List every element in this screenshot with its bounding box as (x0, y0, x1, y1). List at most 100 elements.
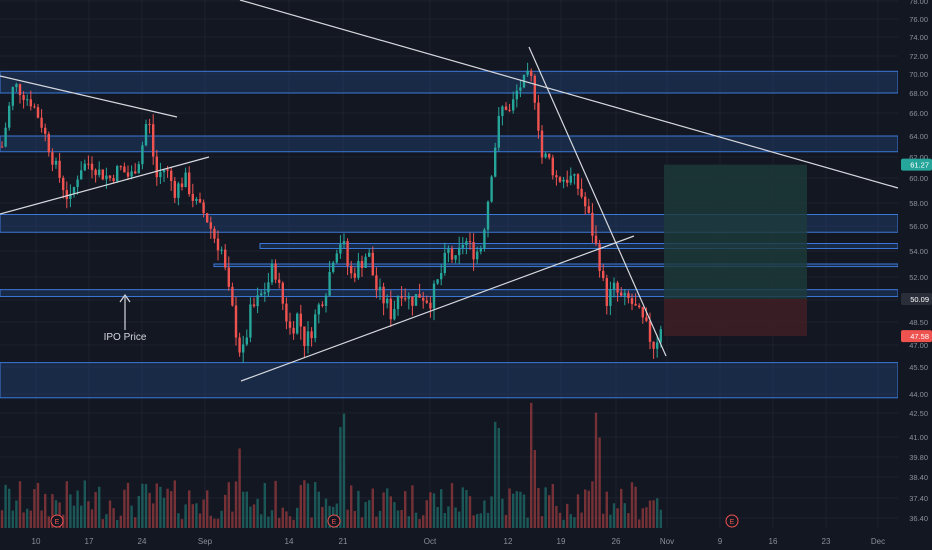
volume-bar (101, 519, 104, 528)
candle-body (72, 187, 76, 195)
volume-bar (65, 481, 68, 528)
candle-body (29, 99, 32, 107)
earnings-marker-label: E (730, 519, 735, 526)
candle-body (468, 241, 472, 243)
candle-body (202, 202, 205, 214)
volume-bar (44, 493, 47, 528)
candle-body (335, 253, 338, 263)
volume-bar (364, 501, 367, 528)
long-position-box[interactable] (664, 164, 807, 337)
candle-body (612, 282, 616, 290)
volume-bar (616, 508, 619, 528)
price-axis[interactable] (898, 0, 932, 528)
candle-body (15, 84, 18, 88)
candle-body (519, 87, 522, 91)
x-tick-label: 14 (285, 537, 294, 546)
candle-body (375, 275, 378, 291)
candle-body (173, 180, 176, 198)
candle-body (472, 242, 475, 260)
candle-body (126, 172, 130, 177)
volume-bar (209, 515, 212, 528)
x-tick-label: 17 (85, 537, 94, 546)
candle-body (278, 279, 281, 283)
candle-body (440, 273, 443, 280)
y-tick-label: 42.50 (909, 409, 928, 418)
candle-body (483, 229, 486, 249)
volume-bar (447, 506, 450, 528)
candle-body (382, 286, 385, 304)
volume-bar (375, 516, 378, 528)
volume-bar (8, 488, 11, 528)
trendlines[interactable] (0, 0, 899, 382)
volume-bar (191, 504, 194, 528)
volume-bar (396, 510, 400, 528)
volume-bar (400, 510, 403, 528)
x-tick-label: 19 (557, 537, 566, 546)
volume-bar (407, 516, 410, 528)
candle-body (108, 175, 112, 179)
volume-bar (497, 427, 500, 528)
candle-body (454, 255, 457, 260)
volume-bar (83, 480, 86, 528)
volume-bar (292, 519, 295, 528)
volume-bar (411, 485, 414, 528)
y-tick-label: 38.40 (909, 473, 928, 482)
candle-body (11, 87, 14, 106)
volume-bar (281, 507, 284, 528)
candle-body (350, 265, 353, 274)
candle-body (479, 248, 482, 252)
earnings-marker-label: E (332, 519, 337, 526)
candle-body (116, 166, 119, 182)
volume-bar (558, 512, 562, 528)
volume-bar (648, 500, 652, 528)
volume-bar (609, 514, 612, 528)
volume-bar (378, 510, 382, 528)
volume-bar (310, 517, 313, 528)
x-tick-label: Sep (198, 537, 213, 546)
candle-body (638, 305, 641, 308)
candle-body (515, 90, 518, 100)
x-tick-label: 12 (504, 537, 513, 546)
candle-body (292, 327, 295, 334)
candle-body (306, 331, 310, 346)
time-axis[interactable] (0, 528, 898, 550)
volume-bar (288, 516, 292, 528)
candle-body (87, 163, 90, 165)
volume-bar (486, 512, 490, 528)
candle-body (512, 99, 515, 111)
volume-bar (465, 489, 468, 528)
volume-bar (148, 492, 151, 528)
price-tag-box (901, 330, 932, 343)
candle-body (346, 241, 349, 266)
candle-body (76, 179, 79, 188)
y-tick-label: 52.00 (909, 273, 928, 282)
y-tick-label: 68.00 (909, 89, 928, 98)
volume-bar (526, 517, 529, 528)
volume-bar (26, 508, 29, 528)
volume-bar (386, 488, 389, 528)
volume-bar (436, 506, 439, 528)
volume-bar (641, 508, 644, 528)
candle-body (123, 166, 126, 173)
volume-bar (130, 505, 133, 528)
candle-body (598, 243, 601, 271)
candle-body (231, 286, 234, 306)
volume-bar (108, 500, 112, 528)
volume-bar (141, 483, 144, 528)
candle-body (580, 188, 583, 197)
candle-body (490, 176, 493, 202)
volume-bar (177, 513, 180, 528)
candle-body (159, 172, 162, 178)
candle-body (144, 124, 148, 146)
volume-bar (4, 484, 7, 528)
candle-body (378, 286, 382, 291)
candle-body (80, 170, 83, 180)
candle-body (216, 238, 220, 251)
volume-bar (36, 482, 40, 528)
volume-bar (299, 485, 302, 528)
volume-bar (454, 507, 457, 528)
candle-body (458, 247, 461, 256)
candle-body (404, 298, 407, 300)
candle-body (328, 271, 331, 296)
